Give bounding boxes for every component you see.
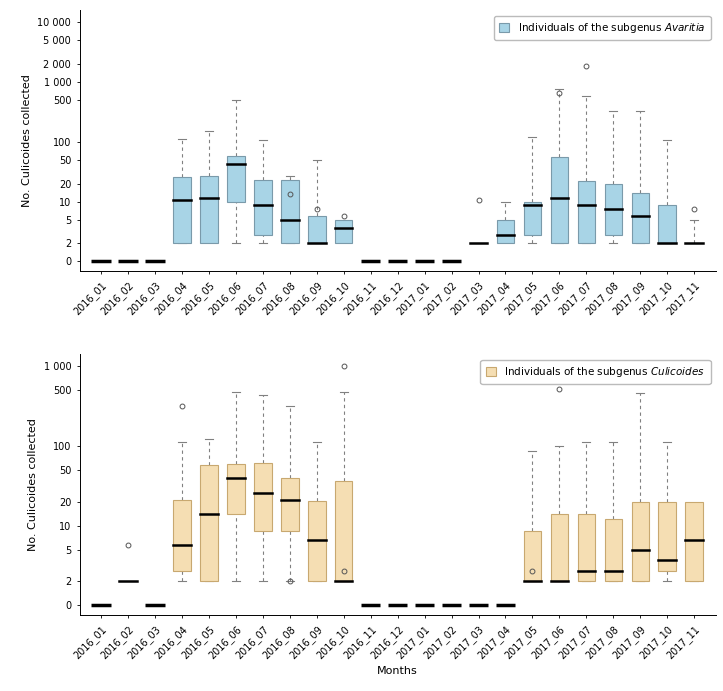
Bar xyxy=(659,205,676,243)
Y-axis label: No. Culicoides collected: No. Culicoides collected xyxy=(28,418,38,551)
Bar xyxy=(578,181,595,243)
Bar xyxy=(227,156,244,202)
Bar xyxy=(227,464,244,513)
Bar xyxy=(281,180,299,243)
Bar xyxy=(254,463,272,531)
Bar xyxy=(578,513,595,581)
Bar xyxy=(281,478,299,531)
Bar xyxy=(335,220,353,243)
Bar xyxy=(308,501,325,581)
Bar xyxy=(551,513,568,581)
Bar xyxy=(604,184,622,236)
Bar xyxy=(174,500,191,571)
Bar xyxy=(631,502,649,581)
Bar xyxy=(200,176,218,243)
Y-axis label: No. Culicoides collected: No. Culicoides collected xyxy=(22,74,32,207)
Legend: Individuals of the subgenus $\it{Avaritia}$: Individuals of the subgenus $\it{Avariti… xyxy=(494,16,711,40)
Bar xyxy=(685,502,703,581)
Bar xyxy=(335,481,353,581)
Bar xyxy=(523,202,542,236)
Bar xyxy=(200,465,218,581)
Legend: Individuals of the subgenus $\it{Culicoides}$: Individuals of the subgenus $\it{Culicoi… xyxy=(481,359,711,384)
Bar xyxy=(254,180,272,236)
Bar xyxy=(604,518,622,581)
Bar xyxy=(308,216,325,243)
Bar xyxy=(497,220,514,243)
Bar xyxy=(659,502,676,571)
Bar xyxy=(523,531,542,581)
X-axis label: Months: Months xyxy=(377,666,418,676)
Bar xyxy=(174,178,191,243)
Bar xyxy=(631,193,649,243)
Bar xyxy=(551,157,568,243)
